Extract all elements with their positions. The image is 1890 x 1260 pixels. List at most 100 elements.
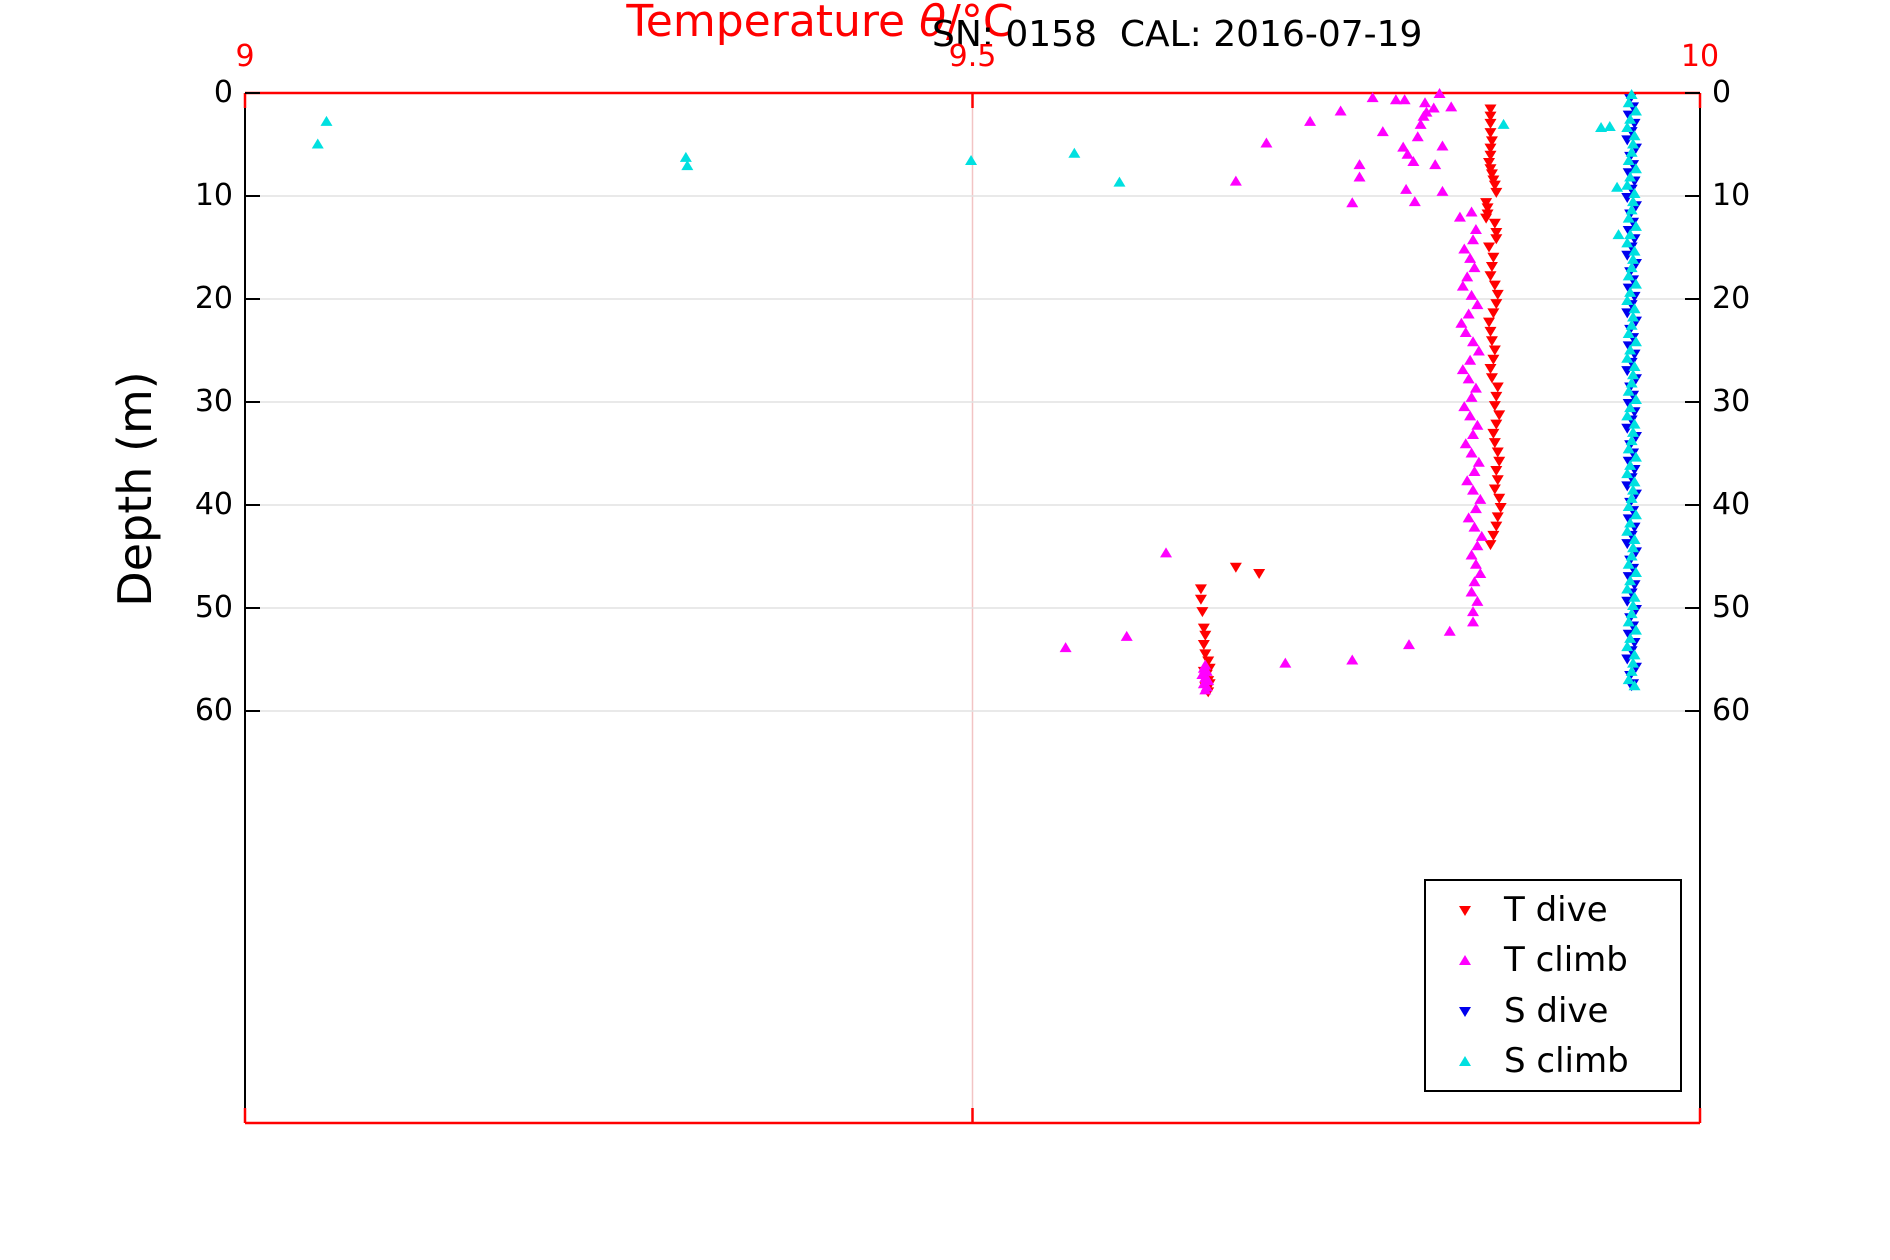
- marker-t-climb: [1403, 639, 1415, 650]
- marker-t-climb: [1334, 105, 1347, 116]
- marker-t-dive: [1493, 456, 1506, 467]
- marker-s-climb: [1621, 122, 1634, 133]
- marker-s-climb: [1628, 680, 1641, 691]
- marker-t-dive: [1493, 493, 1506, 504]
- marker-t-climb: [1465, 447, 1478, 458]
- legend-item-t-dive: T dive: [1426, 885, 1680, 935]
- marker-t-climb: [1469, 558, 1482, 569]
- marker-t-dive: [1484, 104, 1497, 115]
- marker-t-dive: [1488, 438, 1501, 449]
- marker-s-climb: [1628, 130, 1641, 141]
- marker-s-climb: [1627, 196, 1640, 207]
- marker-s-climb: [1627, 657, 1640, 668]
- marker-t-climb: [1353, 159, 1366, 170]
- y-tick-label-left: 0: [213, 75, 233, 110]
- marker-t-climb: [1389, 94, 1402, 105]
- marker-t-climb: [1471, 540, 1484, 551]
- marker-t-dive: [1484, 111, 1497, 122]
- legend-marker-glyph: [1459, 906, 1471, 917]
- marker-s-climb: [1627, 369, 1640, 380]
- marker-t-dive: [1194, 594, 1207, 605]
- marker-s-climb: [1622, 501, 1635, 512]
- marker-t-climb: [1433, 88, 1446, 99]
- marker-s-climb: [1628, 303, 1641, 314]
- marker-s-climb: [1629, 393, 1642, 404]
- marker-s-climb: [1628, 187, 1641, 198]
- marker-t-dive: [1199, 630, 1212, 641]
- marker-s-climb: [1625, 435, 1638, 446]
- marker-t-climb: [1400, 183, 1413, 194]
- marker-s-climb: [1621, 583, 1634, 594]
- marker-t-dive: [1488, 280, 1501, 291]
- marker-t-climb: [1408, 196, 1421, 207]
- marker-t-dive: [1491, 447, 1504, 458]
- marker-s-climb: [1629, 451, 1642, 462]
- marker-t-climb: [1304, 115, 1317, 126]
- t-dive-marker-icon: [1426, 899, 1504, 921]
- marker-t-climb: [1467, 484, 1480, 495]
- marker-t-climb: [1419, 97, 1432, 108]
- marker-t-climb: [1474, 568, 1487, 579]
- marker-s-climb: [1624, 113, 1637, 124]
- marker-s-climb: [1625, 377, 1638, 388]
- marker-s-climb: [1621, 352, 1634, 363]
- y-tick-label-left: 50: [194, 590, 233, 625]
- marker-s-climb: [1629, 163, 1642, 174]
- marker-t-dive: [1490, 299, 1503, 310]
- marker-s-climb: [1624, 632, 1637, 643]
- marker-s-climb: [1624, 575, 1637, 586]
- t-climb-marker-icon: [1426, 949, 1504, 971]
- marker-s-climb: [1625, 550, 1638, 561]
- marker-t-climb: [1401, 148, 1414, 159]
- marker-s-climb: [1622, 270, 1635, 281]
- marker-t-dive: [1484, 150, 1497, 161]
- y-tick-label-right: 50: [1712, 590, 1751, 625]
- marker-t-dive: [1484, 326, 1497, 337]
- marker-t-climb: [1468, 262, 1481, 273]
- marker-t-climb: [1398, 94, 1411, 105]
- marker-t-climb: [1120, 630, 1133, 641]
- marker-t-climb: [1467, 336, 1480, 347]
- legend-marker-glyph: [1459, 1055, 1471, 1066]
- legend-label-t-dive: T dive: [1504, 890, 1608, 931]
- marker-s-climb: [1625, 262, 1638, 273]
- marker-t-dive: [1491, 475, 1504, 486]
- marker-t-climb: [1199, 684, 1212, 695]
- marker-s-climb: [1622, 154, 1635, 165]
- marker-t-dive: [1196, 607, 1209, 618]
- marker-s-climb: [1622, 558, 1635, 569]
- y-tick-label-right: 20: [1712, 281, 1751, 316]
- marker-t-dive: [1487, 530, 1500, 541]
- marker-t-climb: [1465, 206, 1478, 217]
- y-tick-label-right: 10: [1712, 178, 1751, 213]
- marker-s-climb: [679, 151, 692, 162]
- marker-t-climb: [1456, 364, 1469, 375]
- marker-t-dive: [1484, 540, 1497, 551]
- marker-s-climb: [1621, 525, 1634, 536]
- marker-t-climb: [1427, 102, 1440, 113]
- marker-t-climb: [1458, 401, 1471, 412]
- marker-t-dive: [1483, 242, 1496, 253]
- marker-s-climb: [1628, 360, 1641, 371]
- marker-t-climb: [1469, 223, 1482, 234]
- marker-t-dive: [1485, 373, 1498, 384]
- marker-s-climb: [1497, 118, 1510, 129]
- marker-s-climb: [1624, 459, 1637, 470]
- marker-t-climb: [1469, 382, 1482, 393]
- marker-t-dive: [1487, 252, 1500, 263]
- marker-s-climb: [1621, 468, 1634, 479]
- marker-s-climb: [1629, 509, 1642, 520]
- marker-t-climb: [1366, 92, 1379, 103]
- marker-t-climb: [1464, 354, 1477, 365]
- y-tick-label-right: 60: [1712, 693, 1751, 728]
- marker-t-climb: [1474, 493, 1487, 504]
- marker-t-dive: [1490, 187, 1503, 198]
- plot-title: Temperature θ/°C: [0, 0, 1640, 47]
- marker-s-climb: [1629, 278, 1642, 289]
- y-tick-label-right: 40: [1712, 487, 1751, 522]
- marker-s-climb: [1621, 179, 1634, 190]
- marker-s-climb: [1595, 122, 1608, 133]
- marker-t-climb: [1459, 326, 1472, 337]
